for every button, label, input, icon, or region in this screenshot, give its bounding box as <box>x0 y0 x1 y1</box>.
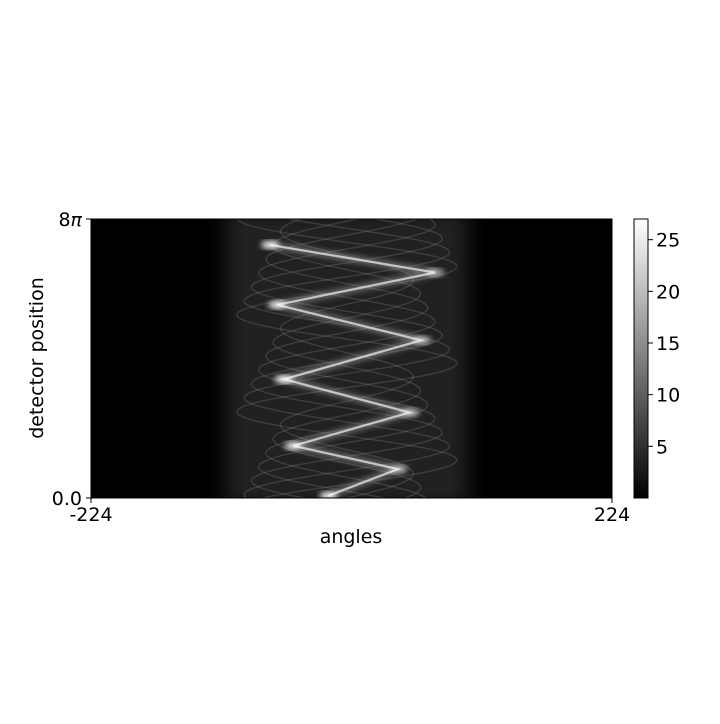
intensity-peak <box>412 336 431 345</box>
colorbar-tick-label: 20 <box>656 281 680 303</box>
x-tick-label-left: -224 <box>69 504 112 526</box>
sinogram-strands <box>236 219 458 498</box>
colorbar-tick-label: 5 <box>656 436 668 458</box>
sinogram-strand <box>257 219 436 498</box>
colorbar-tick-label: 25 <box>656 230 680 252</box>
colorbar-ticks: 5 10 15 20 25 <box>648 230 680 458</box>
intensity-peak <box>319 491 338 498</box>
plot-frame <box>90 218 613 499</box>
colorbar-tick-label: 15 <box>656 333 680 355</box>
x-tick-label-right: 224 <box>594 504 630 526</box>
intensity-peak <box>268 300 287 309</box>
sinogram-strand <box>265 219 429 498</box>
y-tick-label-top: 8π <box>58 209 82 231</box>
intensity-peak <box>284 441 303 450</box>
y-tick-label-top-number: 8 <box>58 209 70 231</box>
heatmap-layer <box>225 219 468 498</box>
y-tick-label-bottom: 0.0 <box>52 488 82 510</box>
sinogram-strand <box>243 219 451 498</box>
colorbar-tick-label: 10 <box>656 385 680 407</box>
y-axis-label: detector position <box>26 277 48 439</box>
intensity-peak <box>400 408 419 417</box>
intensity-peak <box>389 465 408 474</box>
x-axis-label: angles <box>320 526 383 548</box>
intensity-peak <box>261 240 280 249</box>
intensity-peak <box>275 375 294 384</box>
intensity-peak <box>426 268 445 277</box>
sinogram-strand <box>272 219 422 498</box>
y-tick-label-top-pi: π <box>71 209 83 231</box>
sinogram-strand <box>236 219 458 498</box>
colorbar <box>633 218 649 499</box>
